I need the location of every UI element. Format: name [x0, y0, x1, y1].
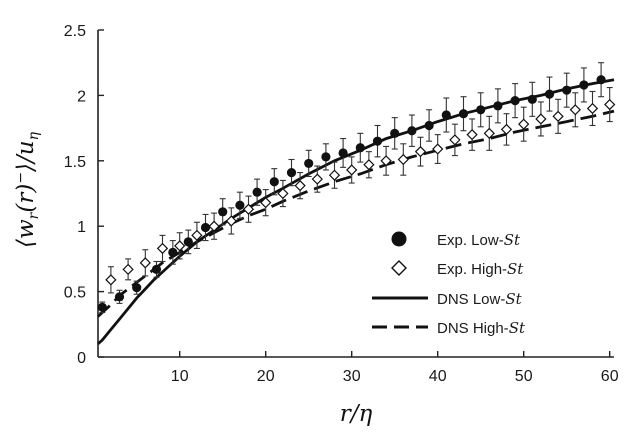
x-axis-title: r/η	[340, 401, 373, 427]
exp-low-st-point	[235, 200, 245, 210]
exp-low-st-point	[441, 110, 451, 120]
exp-high-st-point	[586, 102, 599, 115]
y-tick-label: 0	[77, 350, 86, 367]
exp-low-st-point	[269, 177, 279, 187]
exp-low-st-point	[579, 80, 589, 90]
x-tick-label: 40	[429, 368, 447, 385]
exp-low-st-point	[476, 105, 486, 115]
exp-high-st-point	[569, 104, 581, 116]
y-tick-label: 2	[77, 88, 86, 105]
exp-high-st-point	[328, 169, 341, 181]
exp-low-st-point	[596, 75, 606, 85]
exp-high-st-point	[397, 153, 409, 166]
exp-low-st-point	[151, 264, 162, 274]
exp-low-st-point	[562, 85, 572, 95]
exp-low-st-point	[407, 126, 417, 136]
exp-high-st-point	[604, 98, 616, 111]
legend-label-dns-high: DNS High-St	[437, 319, 526, 337]
exp-high-st-point	[552, 110, 564, 122]
exp-high-st-point	[518, 118, 530, 130]
exp-low-st-point	[218, 207, 228, 217]
legend-label-exp-low: Exp. Low-St	[437, 231, 521, 249]
x-tick-label: 50	[515, 368, 533, 385]
exp-low-st-point	[338, 148, 348, 158]
exp-high-st-point	[242, 203, 255, 215]
x-tick-label: 20	[257, 368, 275, 385]
exp-high-st-point	[260, 197, 272, 209]
exp-high-st-point	[466, 128, 478, 141]
exp-low-st-point	[493, 101, 503, 111]
exp-low-st-point	[168, 247, 178, 257]
exp-low-st-point	[321, 152, 331, 162]
legend-label-exp-high: Exp. High-St	[437, 260, 524, 278]
y-axis-title: ⟨wr(r)−⟩/uη	[13, 131, 42, 248]
exp-low-st-point	[183, 237, 193, 247]
exp-low-st-point	[544, 89, 555, 99]
exp-low-st-point	[355, 143, 365, 153]
exp-low-st-point	[527, 94, 537, 104]
exp-high-st-point	[414, 145, 427, 158]
exp-low-st-point	[424, 120, 434, 131]
exp-high-st-point	[105, 274, 117, 286]
exp-high-st-point	[483, 127, 495, 139]
x-tick-label: 30	[343, 368, 361, 385]
exp-high-st-point	[380, 155, 392, 167]
exp-high-st-point	[500, 123, 513, 136]
exp-high-st-point	[191, 229, 203, 242]
exp-high-st-point	[156, 242, 169, 255]
exp-high-st-point	[294, 180, 306, 192]
legend-label-dns-low: DNS Low-St	[437, 290, 523, 308]
legend: Exp. Low-St Exp. High-St DNS Low-St DNS …	[372, 231, 526, 337]
ticks-layer: 10 20 30 40 50 60 0 0.5 1 1.5 2 2.5	[64, 23, 619, 385]
exp-low-st-point	[304, 158, 314, 169]
exp-high-st-point	[535, 113, 547, 125]
exp-high-st-point	[346, 164, 358, 176]
markers-layer	[97, 75, 616, 312]
exp-high-st-point	[139, 257, 151, 269]
exp-high-st-point	[208, 220, 220, 232]
exp-low-st-point	[252, 187, 262, 197]
exp-high-st-point	[311, 173, 323, 185]
exp-high-st-point	[449, 134, 461, 146]
exp-high-st-point	[277, 187, 289, 200]
exp-low-st-point	[372, 136, 383, 146]
exp-high-st-point	[174, 240, 186, 252]
y-tick-label: 1	[77, 219, 86, 236]
legend-marker-exp-high	[391, 260, 407, 276]
exp-low-st-point	[286, 167, 297, 178]
exp-low-st-point	[390, 128, 400, 138]
exp-low-st-point	[114, 292, 125, 302]
exp-low-st-point	[510, 96, 520, 106]
y-tick-label: 1.5	[64, 154, 86, 171]
x-tick-label: 10	[171, 368, 189, 385]
exp-low-st-point	[97, 302, 107, 312]
x-tick-label: 60	[601, 368, 619, 385]
exp-low-st-point	[458, 109, 469, 119]
exp-high-st-point	[122, 263, 134, 276]
exp-high-st-point	[432, 143, 444, 155]
y-tick-label: 0.5	[64, 285, 86, 302]
exp-low-st-point	[200, 222, 211, 233]
exp-high-st-point	[363, 159, 375, 171]
legend-marker-exp-low	[391, 231, 407, 247]
dns-high-st-line	[97, 109, 615, 318]
exp-high-st-point	[225, 215, 237, 227]
y-tick-label: 2.5	[64, 23, 86, 40]
exp-low-st-point	[132, 283, 142, 293]
